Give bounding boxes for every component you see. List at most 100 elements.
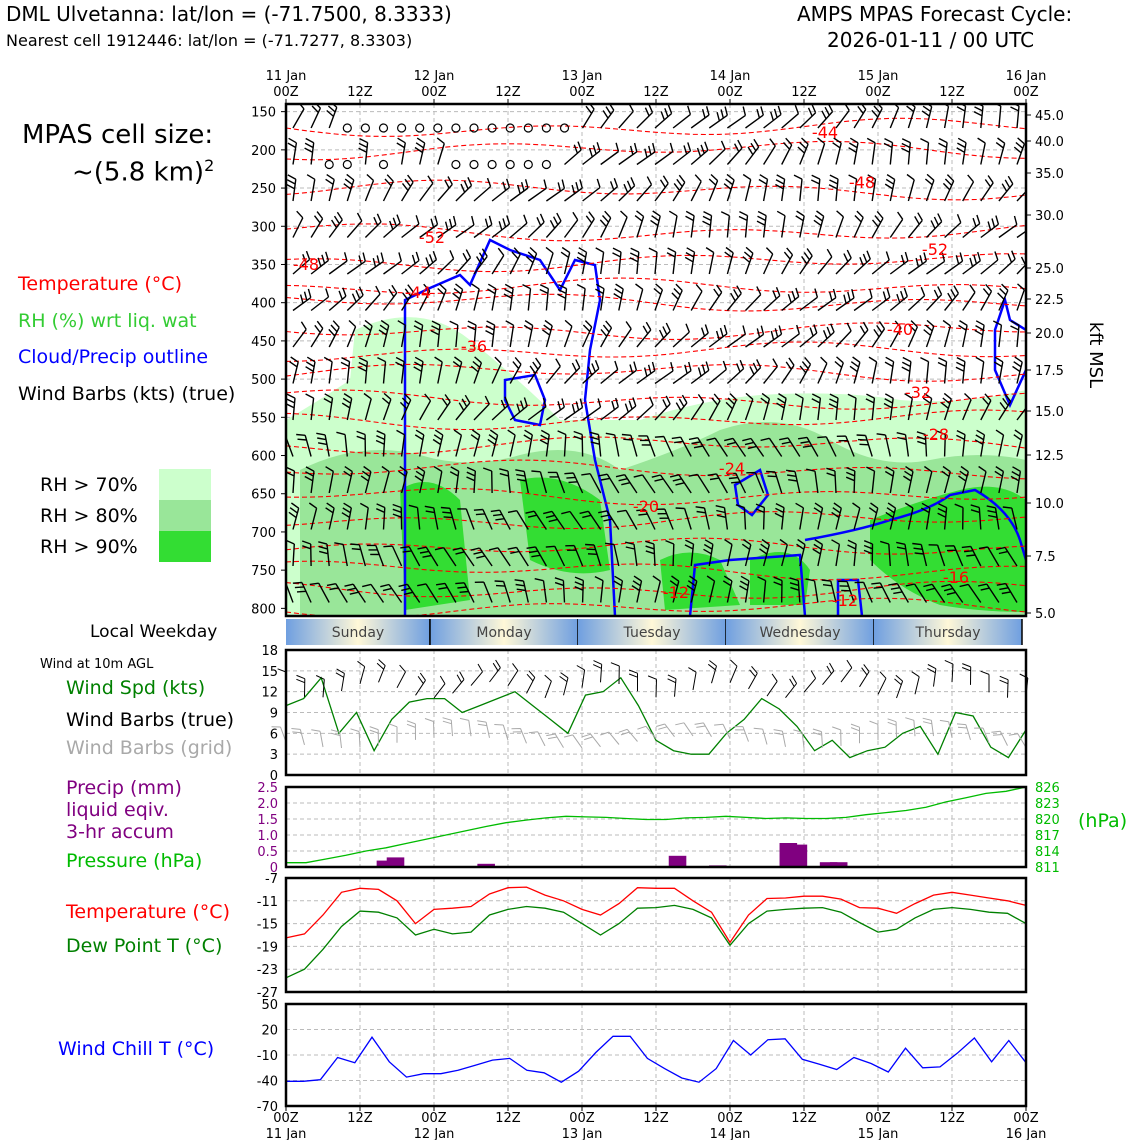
wind-barb [507,429,516,457]
wind-barb [600,142,620,166]
wind-barb [904,502,914,530]
surface-wind-barb-true [277,668,287,690]
weekday-cell [874,619,1022,645]
wind-barb [509,214,528,239]
wind-barb [962,392,972,421]
wind-barb [526,546,548,567]
wind-barb [363,392,372,421]
surface-wind-barb-true [544,674,552,699]
wind-barb [962,251,981,275]
precip-bar [789,844,808,867]
altitude-tick-label: 40.0 [1035,135,1064,150]
wind-barb [325,466,334,494]
top-hour-label: 00Z [717,85,743,100]
wind-barb [962,284,976,311]
wind-barb [437,215,457,239]
wind-barb [672,361,692,385]
wind-barb [525,246,538,275]
y-tick-label: 15 [261,665,278,680]
surface-wind-barb-grid [905,717,916,737]
surface-wind-barb-true [315,675,325,698]
wind-barb [852,502,861,530]
temperature-contours [286,117,1026,616]
wind-barb [487,429,499,457]
wind-barb [813,502,824,530]
surface-wind-barb-grid [1008,733,1027,748]
bottom-hour-label: 00Z [273,1111,299,1126]
wind-barb [665,539,675,567]
wind-barb [437,394,451,421]
wind-barb [398,583,421,603]
y-tick-label: 50 [261,998,278,1013]
wind-barb [503,283,514,311]
wind-barb [636,104,654,129]
wind-barb [912,542,928,567]
cell-size-exponent: 2 [204,156,215,175]
wind-barb [539,284,549,311]
pressure-tick-label: 250 [251,182,276,197]
legend-cloud-outline: Cloud/Precip outline [18,346,209,368]
wind-barb [690,106,710,129]
surface-wind-barb-grid [922,717,934,737]
wind-barb [507,510,529,530]
wind-barb [739,575,750,603]
calm-wind-marker [487,159,497,170]
cycle-time: 2026-01-11 / 00 UTC [827,28,1035,52]
wind-barb [763,138,776,165]
wind-barb [325,174,335,202]
wind-barb [883,137,894,165]
temperature-contour-label: -16 [943,568,969,587]
wind-barb [563,211,579,238]
pressure-tick-label: 550 [251,411,276,426]
wind-barb [490,509,511,530]
wind-barb [509,179,529,202]
wind-barb [797,137,809,165]
legend-temperature-lower: Temperature (°C) [66,901,230,923]
temperature-contour-label: -28 [923,425,949,444]
wind-speed-panel: 0 3 6 9 12 15 18 [261,644,1029,784]
wind-barb [773,576,783,603]
wind-barb [904,393,913,421]
temperature-contour-line [286,322,1026,340]
wind-barb [505,320,515,348]
wind-barb [781,287,800,312]
wind-barb [835,289,855,312]
wind-barb [1016,283,1025,311]
wind-barb [755,503,765,530]
wind-barb [618,210,628,238]
surface-wind-barb-grid [869,720,879,741]
calm-wind-marker [360,123,370,133]
surface-wind-barb-grid [511,728,527,744]
wind-barb [997,283,1009,311]
wind-barb [652,575,661,603]
surface-wind-barb-true [452,671,465,694]
legend-pressure: Pressure (hPa) [66,850,203,872]
wind-barb [381,392,392,421]
wind-barb [618,321,632,348]
wind-barb [605,542,620,567]
wind-barb [304,137,315,165]
wind-barb [292,250,311,275]
wind-barb [962,214,981,239]
wind-barb [871,582,891,603]
temperature-contour-label: -40 [887,320,913,339]
surface-wind-barb-true [999,675,1009,698]
cell-size-value: ~(5.8 km) [72,157,205,188]
precip-bar [386,857,405,867]
wind-barb [956,429,966,457]
wind-barb [401,215,420,239]
weekday-label: Tuesday [623,625,681,641]
wind-barb [363,319,373,348]
wind-barb [944,285,960,311]
wind-barb [600,397,619,421]
wind-barb [726,359,745,385]
wind-barb [998,393,1012,421]
wind-barb [795,502,805,530]
wind-barb [724,539,733,567]
local-weekday-label: Local Weekday [90,622,218,642]
wind-barb [745,325,765,348]
wind-barb [1016,190,1026,202]
wind-barb [554,577,566,603]
temperature-contour-line [286,389,1026,410]
